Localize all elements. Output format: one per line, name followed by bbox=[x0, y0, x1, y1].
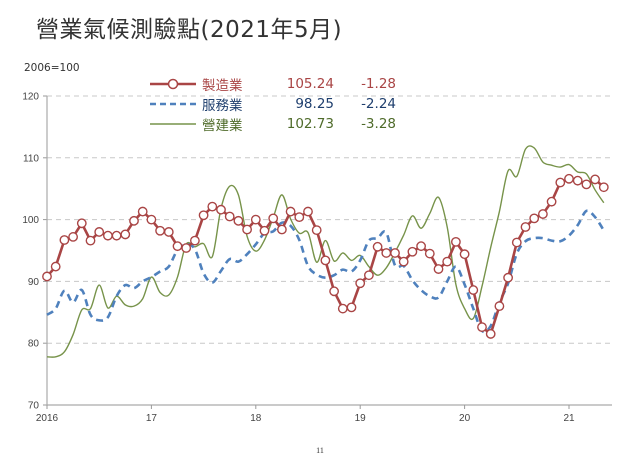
legend-item-services: 服務業 98.25 -2.24 bbox=[148, 94, 396, 114]
data-point-marker bbox=[564, 173, 574, 184]
data-point-marker bbox=[477, 322, 487, 333]
data-point-marker bbox=[181, 243, 192, 253]
data-point-marker bbox=[433, 264, 444, 274]
data-point-marker bbox=[337, 303, 348, 314]
x-tick-label: 21 bbox=[563, 413, 575, 424]
legend-item-manufacturing: 製造業 105.24 -1.28 bbox=[148, 74, 396, 94]
series-line-1 bbox=[46, 209, 605, 334]
data-point-marker bbox=[442, 256, 453, 267]
data-point-marker bbox=[198, 210, 209, 221]
data-point-marker bbox=[285, 206, 296, 217]
y-tick-label: 120 bbox=[22, 92, 39, 103]
data-point-marker bbox=[398, 256, 409, 267]
data-point-marker bbox=[503, 272, 513, 283]
data-point-marker bbox=[407, 246, 418, 257]
y-tick-label: 80 bbox=[28, 339, 40, 350]
x-tick-label: 17 bbox=[146, 413, 158, 424]
legend-label: 營建業 bbox=[202, 118, 243, 134]
data-point-marker bbox=[520, 222, 531, 232]
data-point-marker bbox=[390, 248, 400, 258]
data-point-marker bbox=[303, 206, 313, 217]
x-tick-label: 19 bbox=[355, 413, 367, 424]
data-point-marker bbox=[250, 214, 261, 225]
data-point-marker bbox=[259, 225, 270, 236]
data-point-marker bbox=[242, 224, 253, 235]
data-point-marker bbox=[137, 206, 148, 217]
data-point-marker bbox=[68, 232, 79, 242]
y-tick-label: 110 bbox=[23, 153, 39, 164]
legend-label: 製造業 bbox=[202, 78, 243, 94]
data-point-marker bbox=[85, 235, 96, 246]
legend-change: -2.24 bbox=[361, 96, 396, 112]
data-point-marker bbox=[355, 278, 366, 289]
legend-change: -1.28 bbox=[361, 76, 396, 92]
data-point-marker bbox=[329, 286, 339, 297]
data-point-marker bbox=[590, 174, 600, 185]
unit-label: 2006=100 bbox=[24, 62, 80, 74]
x-tick-label: 2016 bbox=[36, 413, 59, 424]
thin-line-icon bbox=[148, 117, 198, 131]
x-tick-label: 18 bbox=[250, 413, 262, 424]
data-point-marker bbox=[320, 255, 331, 266]
data-point-marker bbox=[268, 213, 279, 224]
legend-item-construction: 營建業 102.73 -3.28 bbox=[148, 114, 396, 134]
data-point-marker bbox=[363, 270, 374, 281]
data-point-marker bbox=[424, 248, 435, 259]
data-point-marker bbox=[129, 215, 139, 226]
data-point-marker bbox=[546, 196, 557, 207]
data-point-marker bbox=[468, 285, 479, 295]
page-number: 11 bbox=[316, 446, 324, 455]
data-point-marker bbox=[276, 224, 287, 235]
line-marker-icon bbox=[148, 77, 198, 91]
data-point-marker bbox=[511, 237, 522, 248]
data-point-marker bbox=[76, 218, 87, 229]
legend-value: 105.24 bbox=[286, 76, 334, 92]
dashed-line-icon bbox=[148, 97, 198, 111]
data-point-marker bbox=[346, 302, 357, 313]
data-point-marker bbox=[42, 271, 52, 282]
data-point-marker bbox=[111, 230, 122, 241]
data-point-marker bbox=[416, 241, 426, 252]
data-point-marker bbox=[485, 329, 496, 339]
y-tick-label: 70 bbox=[28, 401, 40, 412]
data-point-marker bbox=[50, 261, 61, 272]
data-point-marker bbox=[581, 179, 592, 190]
data-point-marker bbox=[538, 209, 548, 219]
data-point-marker bbox=[207, 201, 218, 212]
data-point-marker bbox=[172, 241, 183, 252]
page-title: 營業氣候測驗點(2021年5月) bbox=[36, 17, 343, 43]
data-point-marker bbox=[311, 225, 322, 236]
legend-label: 服務業 bbox=[202, 98, 243, 114]
data-point-marker bbox=[146, 214, 157, 225]
data-point-marker bbox=[103, 230, 113, 241]
y-tick-label: 100 bbox=[22, 215, 39, 226]
legend-value: 102.73 bbox=[286, 116, 334, 132]
data-point-marker bbox=[94, 227, 105, 237]
data-point-marker bbox=[155, 225, 166, 236]
data-point-marker bbox=[163, 227, 174, 237]
data-point-marker bbox=[450, 236, 461, 247]
data-point-marker bbox=[381, 248, 392, 258]
chart-legend: 製造業 105.24 -1.28 服務業 98.25 -2.24 營建業 102… bbox=[148, 74, 396, 134]
data-point-marker bbox=[555, 177, 566, 188]
legend-change: -3.28 bbox=[361, 116, 396, 132]
data-point-marker bbox=[372, 241, 383, 252]
data-point-marker bbox=[529, 213, 540, 224]
data-point-marker bbox=[294, 212, 305, 223]
data-point-marker bbox=[189, 235, 200, 246]
legend-value: 98.25 bbox=[295, 96, 334, 112]
data-point-marker bbox=[224, 211, 235, 222]
data-point-marker bbox=[216, 204, 226, 215]
data-point-marker bbox=[233, 215, 244, 226]
y-tick-label: 90 bbox=[28, 277, 40, 288]
data-point-marker bbox=[120, 229, 131, 240]
data-point-marker bbox=[494, 301, 505, 312]
data-point-marker bbox=[459, 249, 470, 260]
data-point-marker bbox=[59, 235, 70, 245]
data-point-marker bbox=[598, 182, 609, 193]
x-tick-label: 20 bbox=[459, 413, 471, 424]
data-point-marker bbox=[572, 175, 583, 186]
series-line-2 bbox=[46, 145, 605, 358]
